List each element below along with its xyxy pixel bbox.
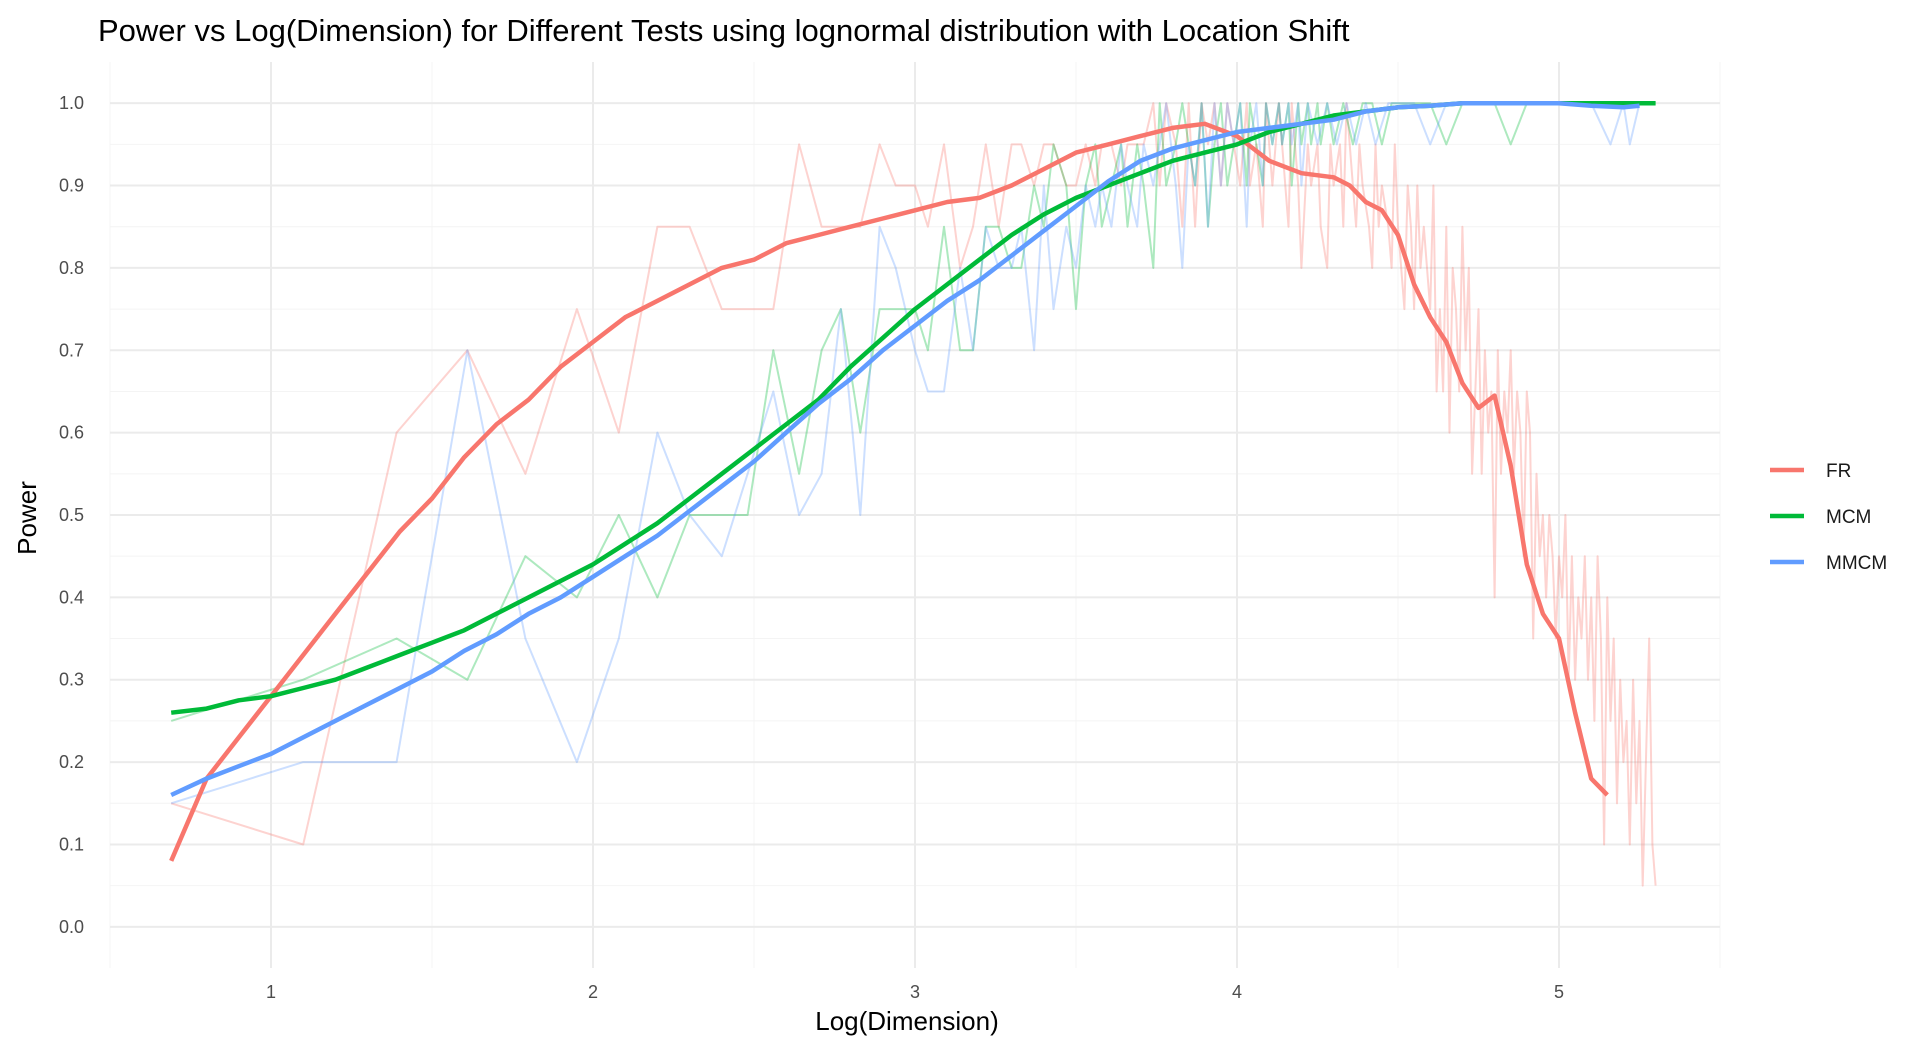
x-tick-label: 4 bbox=[1232, 982, 1242, 1002]
smooth-series-lines bbox=[169, 100, 1656, 862]
x-tick-label: 5 bbox=[1554, 982, 1564, 1002]
x-tick-label: 1 bbox=[266, 982, 276, 1002]
raw-line-mcm bbox=[170, 102, 1656, 722]
legend-label-fr: FR bbox=[1826, 461, 1851, 482]
y-axis-title: Power bbox=[12, 481, 42, 555]
y-tick-label: 0.1 bbox=[59, 834, 84, 854]
legend-label-mcm: MCM bbox=[1826, 507, 1871, 528]
y-tick-label: 0.5 bbox=[59, 505, 84, 525]
y-tick-label: 1.0 bbox=[59, 93, 84, 113]
y-tick-label: 0.3 bbox=[59, 670, 84, 690]
raw-line-fr bbox=[170, 102, 1657, 887]
x-tick-label: 3 bbox=[910, 982, 920, 1002]
chart-title: Power vs Log(Dimension) for Different Te… bbox=[98, 13, 1350, 48]
x-tick-label: 2 bbox=[588, 982, 598, 1002]
legend-label-mmcm: MMCM bbox=[1826, 553, 1887, 574]
y-tick-label: 0.7 bbox=[59, 340, 84, 360]
y-tick-label: 0.8 bbox=[59, 258, 84, 278]
y-tick-label: 0.4 bbox=[59, 587, 84, 607]
smooth-line-fr bbox=[169, 121, 1609, 862]
y-axis-ticks: 0.0 0.1 0.2 0.3 0.4 0.5 0.6 0.7 0.8 0.9 1.0 bbox=[59, 93, 84, 937]
raw-series-lines bbox=[170, 102, 1657, 887]
raw-line-mmcm bbox=[170, 102, 1641, 805]
y-tick-label: 0.2 bbox=[59, 752, 84, 772]
x-axis-ticks: 1 2 3 4 5 bbox=[266, 982, 1564, 1002]
y-tick-label: 0.6 bbox=[59, 423, 84, 443]
smooth-line-mmcm bbox=[170, 100, 1640, 798]
x-axis-title: Log(Dimension) bbox=[815, 1006, 999, 1036]
y-tick-label: 0.0 bbox=[59, 917, 84, 937]
legend: FR MCM MMCM bbox=[1770, 461, 1887, 574]
y-tick-label: 0.9 bbox=[59, 176, 84, 196]
